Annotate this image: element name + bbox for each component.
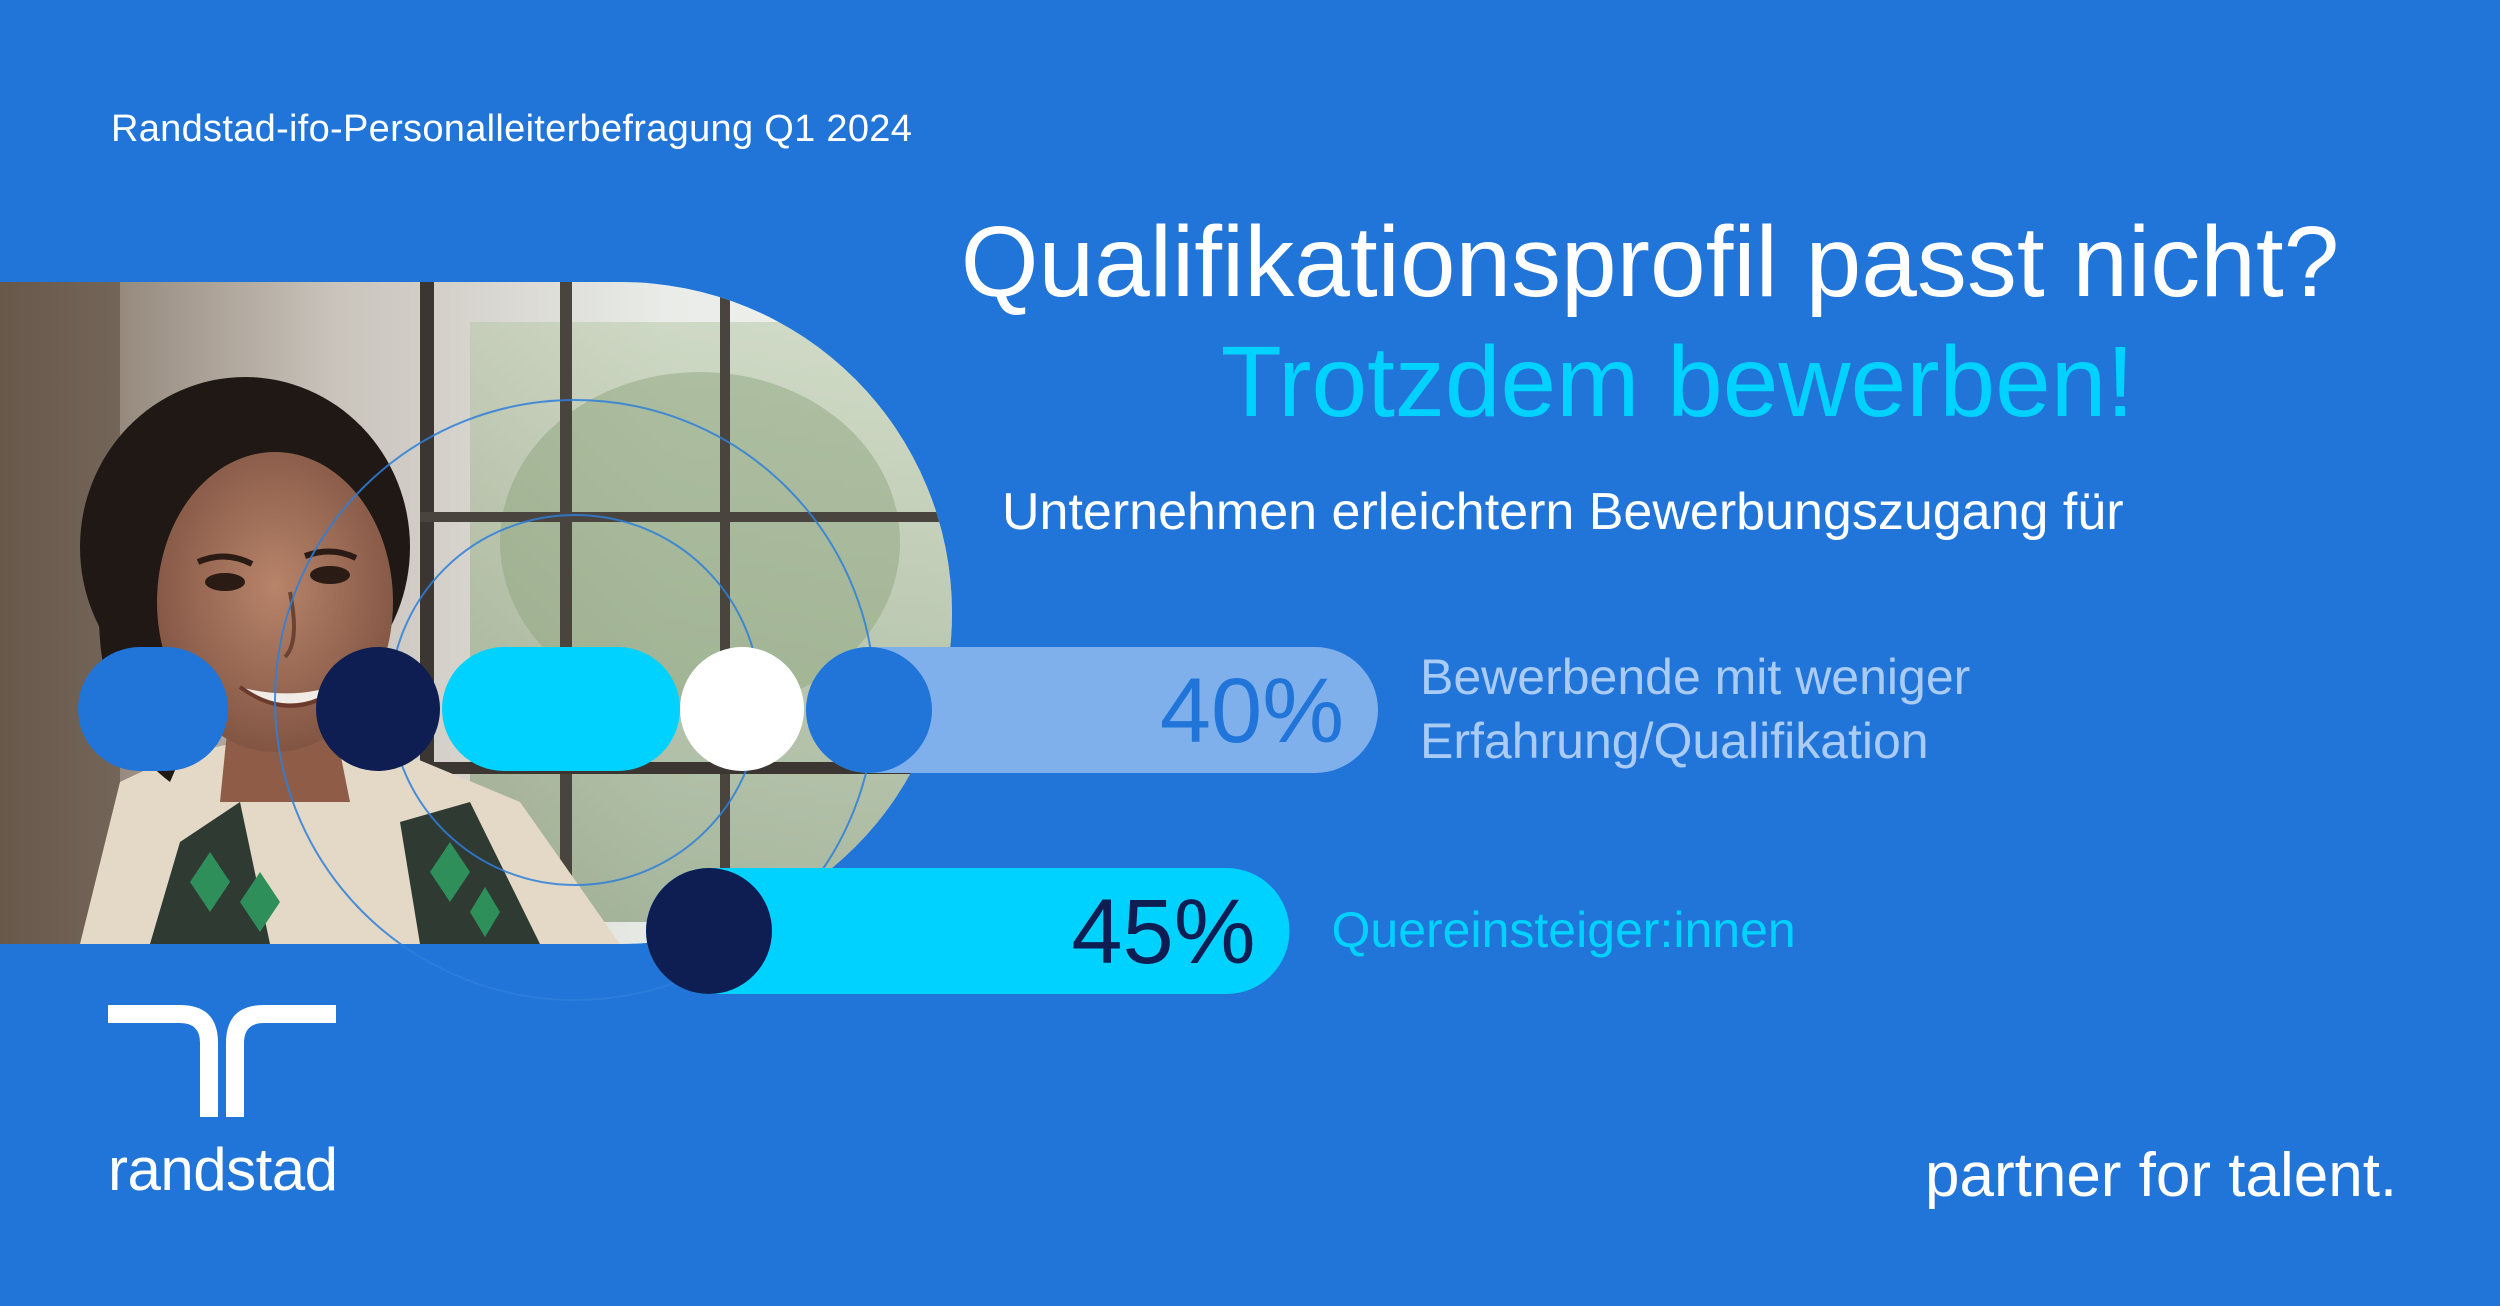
headline-line-1: Qualifikationsprofil passt nicht?	[960, 206, 2340, 318]
brand-tagline: partner for talent.	[1925, 1141, 2398, 1210]
bar-value-label-2: 45%	[1071, 881, 1255, 983]
decorative-pill-navy	[316, 647, 440, 771]
bar-cap-1	[806, 647, 932, 773]
decorative-pill-white	[680, 647, 804, 771]
bar-2	[646, 868, 1290, 994]
randstad-logo-icon	[108, 1005, 336, 1117]
decorative-pill-cyan	[442, 647, 680, 771]
bar-1	[806, 647, 1378, 773]
decorative-pill-blue	[78, 647, 228, 771]
headline-line-2: Trotzdem bewerben!	[1220, 326, 2135, 438]
bar-category-label-2-line-1: Quereinsteiger:innen	[1332, 902, 1796, 958]
bar-category-label-1-line-2: Erfahrung/Qualifikation	[1420, 713, 1929, 769]
bar-category-label-1-line-1: Bewerbende mit weniger	[1420, 649, 1970, 705]
chart-subtitle: Unternehmen erleichtern Bewerbungszugang…	[1002, 483, 2124, 541]
bar-value-label-1: 40%	[1160, 660, 1344, 762]
logo-wordmark: randstad	[108, 1136, 338, 1203]
survey-label: Randstad-ifo-Personalleiterbefragung Q1 …	[111, 108, 913, 150]
bar-cap-2	[646, 868, 772, 994]
